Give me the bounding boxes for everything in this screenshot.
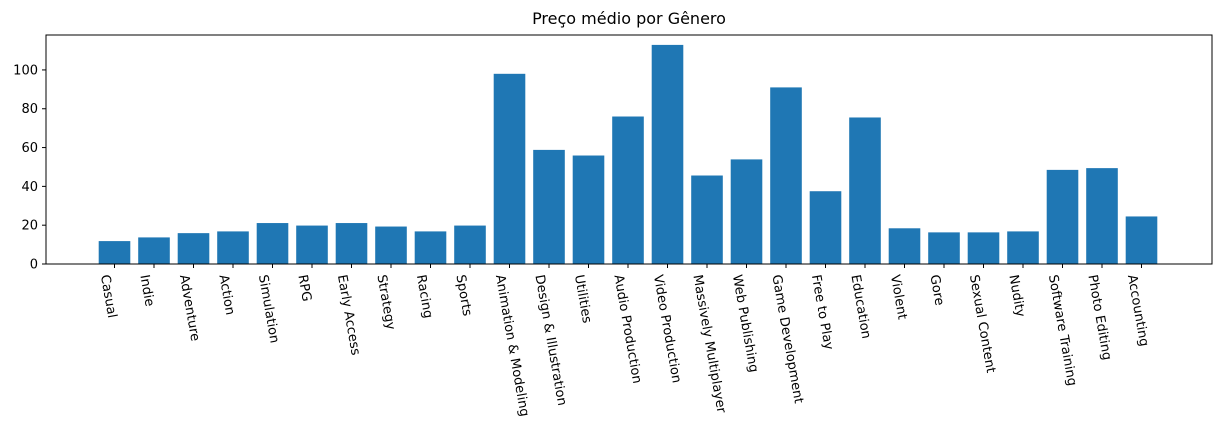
x-tick-label: Free to Play	[808, 274, 836, 352]
y-tick-label: 0	[30, 258, 38, 273]
bar-20	[888, 228, 921, 264]
bar-6	[335, 223, 368, 264]
bar-13	[612, 116, 644, 264]
bar-1	[138, 237, 170, 264]
x-tick-label: Strategy	[373, 274, 397, 332]
bar-11	[533, 149, 565, 264]
x-tick-label: Photo Editing	[1084, 274, 1114, 362]
bar-22	[967, 232, 1000, 264]
x-tick-label: Animation & Modeling	[492, 274, 532, 418]
chart-title: Preço médio por Gênero	[532, 9, 726, 28]
y-tick-label: 100	[13, 63, 38, 78]
x-tick-label: Software Training	[1045, 274, 1079, 388]
x-tick-label: Sexual Content	[966, 274, 998, 374]
y-tick-label: 60	[21, 141, 38, 156]
bar-0	[98, 241, 131, 264]
bar-17	[770, 87, 802, 265]
bar-4	[256, 223, 289, 264]
x-tick-label: Indie	[136, 274, 156, 308]
x-tick-label: Casual	[97, 274, 119, 320]
bar-9	[454, 225, 486, 264]
x-tick-label: Violent	[887, 274, 910, 321]
x-tick-label: RPG	[294, 274, 313, 303]
x-tick-label: Simulation	[255, 274, 282, 345]
bar-21	[928, 232, 960, 264]
x-tick-label: Education	[847, 274, 873, 340]
x-tick-label: Racing	[413, 274, 435, 320]
x-tick-label: Nudity	[1005, 274, 1027, 319]
x-tick-label: Action	[215, 274, 237, 317]
bar-26	[1125, 216, 1158, 264]
bar-10	[493, 73, 526, 264]
y-axis: 0 20 40 60 80 100	[13, 63, 46, 273]
x-tick-label: Early Access	[334, 274, 363, 357]
bar-2	[177, 233, 210, 264]
x-tick-label: Massively Multiplayer	[689, 274, 728, 415]
bar-15	[691, 175, 723, 264]
x-tick-label: Video Production	[650, 274, 684, 385]
bar-14	[651, 44, 684, 265]
bar-3	[217, 231, 249, 264]
bar-5	[296, 225, 328, 264]
y-tick-label: 20	[21, 219, 38, 234]
x-tick-label: Game Development	[768, 274, 805, 405]
bar-16	[730, 159, 763, 264]
bar-19	[849, 117, 881, 264]
x-tick-label: Audio Production	[610, 274, 644, 385]
bar-23	[1007, 231, 1039, 264]
x-tick-label: Sports	[452, 274, 474, 318]
y-tick-label: 80	[21, 102, 38, 117]
x-tick-label: Design & Illustration	[531, 274, 569, 407]
plot-frame	[45, 34, 1213, 265]
bars-group	[98, 44, 1158, 265]
x-tick-label: Utilities	[571, 274, 594, 325]
x-tick-label: Gore	[926, 274, 946, 307]
bar-25	[1086, 168, 1118, 264]
bar-8	[414, 231, 447, 264]
x-tick-label: Accounting	[1124, 274, 1151, 348]
x-tick-label: Adventure	[176, 274, 202, 343]
y-tick-label: 40	[21, 180, 38, 195]
bar-7	[375, 226, 407, 264]
x-axis: Casual Indie Adventure Action Simulation RPG E…	[97, 264, 1151, 418]
x-tick-label: Web Publishing	[729, 274, 761, 374]
bar-18	[809, 191, 842, 264]
bar-12	[572, 155, 605, 264]
bar-24	[1046, 169, 1079, 264]
